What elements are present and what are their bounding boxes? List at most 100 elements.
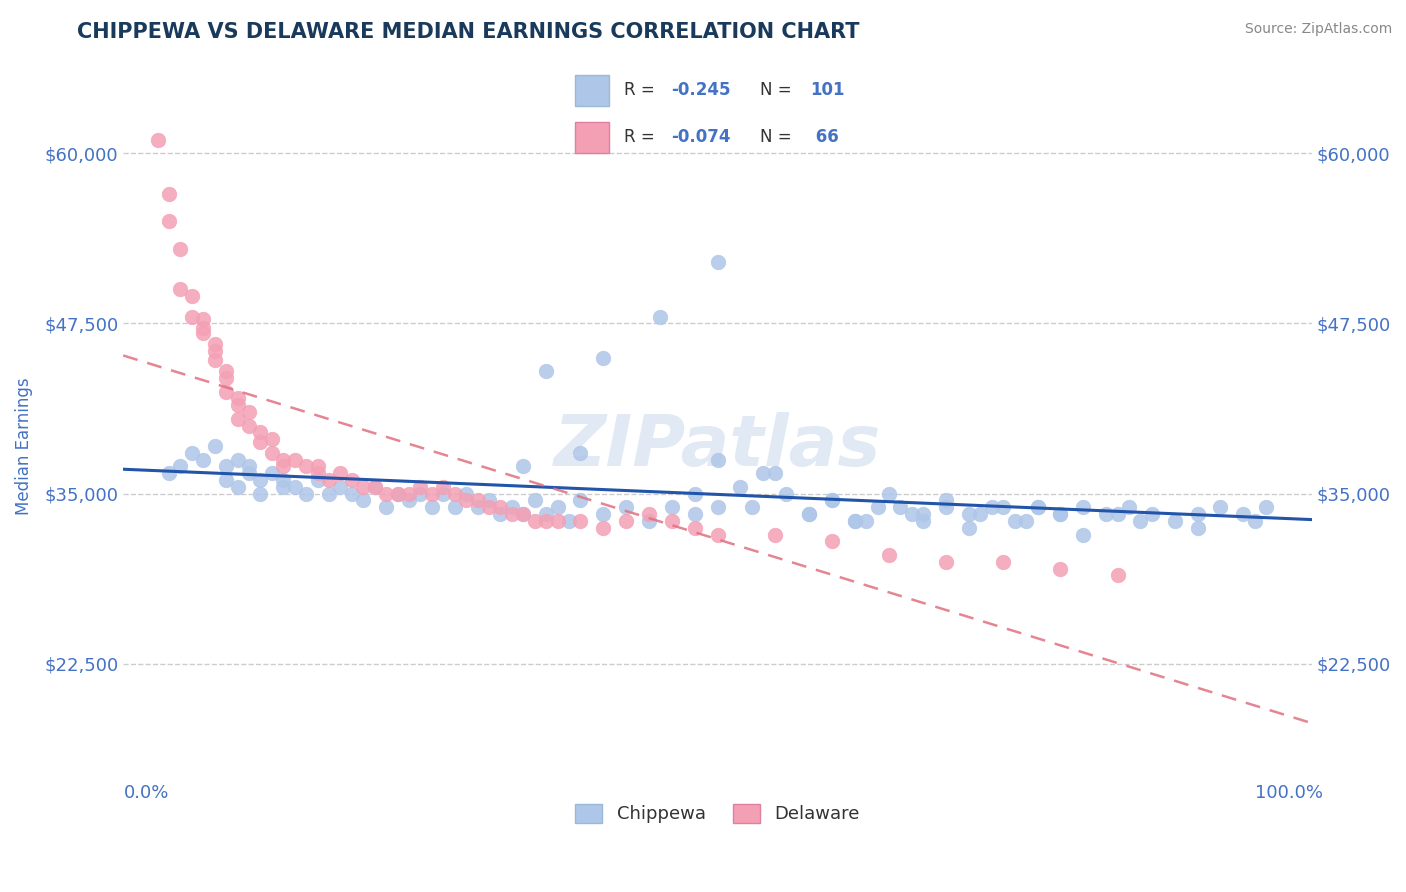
Point <box>204 343 226 358</box>
Point <box>204 337 226 351</box>
Point <box>215 473 238 487</box>
Point <box>706 527 728 541</box>
Point <box>456 486 478 500</box>
Point <box>957 521 980 535</box>
Point <box>569 446 592 460</box>
Point <box>1129 514 1152 528</box>
Point <box>193 312 215 326</box>
Point <box>877 548 900 562</box>
Point <box>512 507 534 521</box>
Point <box>409 486 432 500</box>
Point <box>844 514 866 528</box>
Point <box>1095 507 1118 521</box>
Point <box>706 452 728 467</box>
Point <box>478 500 501 515</box>
Point <box>569 493 592 508</box>
Point <box>730 480 752 494</box>
Point <box>169 282 191 296</box>
Point <box>180 289 202 303</box>
Point <box>912 514 935 528</box>
Point <box>478 493 501 508</box>
Point <box>969 507 991 521</box>
Point <box>387 486 409 500</box>
Point <box>204 439 226 453</box>
Point <box>752 467 775 481</box>
Point <box>249 473 271 487</box>
Point <box>226 398 249 412</box>
Point <box>146 133 169 147</box>
Point <box>1164 514 1187 528</box>
Point <box>295 486 318 500</box>
Point <box>363 480 385 494</box>
Point <box>1107 507 1129 521</box>
Text: 101: 101 <box>810 81 845 99</box>
FancyBboxPatch shape <box>575 75 609 105</box>
Point <box>307 467 329 481</box>
Point <box>375 500 398 515</box>
Point <box>204 353 226 368</box>
Text: R =: R = <box>624 128 661 146</box>
Point <box>683 521 706 535</box>
Point <box>271 452 294 467</box>
Point <box>271 480 294 494</box>
Point <box>249 434 271 449</box>
Point <box>443 500 465 515</box>
Point <box>683 507 706 521</box>
Point <box>467 500 489 515</box>
Point <box>501 507 523 521</box>
Text: Source: ZipAtlas.com: Source: ZipAtlas.com <box>1244 22 1392 37</box>
Point <box>467 493 489 508</box>
Point <box>271 459 294 474</box>
Point <box>534 507 557 521</box>
Point <box>456 493 478 508</box>
Point <box>215 384 238 399</box>
Point <box>614 500 637 515</box>
Y-axis label: Median Earnings: Median Earnings <box>15 377 32 515</box>
Point <box>432 480 454 494</box>
Point <box>558 514 581 528</box>
Point <box>238 467 260 481</box>
Point <box>614 514 637 528</box>
Point <box>821 493 844 508</box>
Text: N =: N = <box>761 81 797 99</box>
Point <box>512 507 534 521</box>
Point <box>763 467 786 481</box>
Point <box>1107 568 1129 582</box>
Point <box>226 452 249 467</box>
Point <box>547 500 569 515</box>
Point <box>534 364 557 378</box>
Point <box>980 500 1002 515</box>
Point <box>340 473 363 487</box>
Point <box>295 459 318 474</box>
Point <box>1140 507 1163 521</box>
Point <box>329 480 352 494</box>
Text: N =: N = <box>761 128 797 146</box>
Point <box>238 459 260 474</box>
Text: CHIPPEWA VS DELAWARE MEDIAN EARNINGS CORRELATION CHART: CHIPPEWA VS DELAWARE MEDIAN EARNINGS COR… <box>77 22 860 42</box>
Point <box>1232 507 1254 521</box>
Point <box>1071 500 1094 515</box>
Point <box>797 507 820 521</box>
Legend: Chippewa, Delaware: Chippewa, Delaware <box>568 797 868 830</box>
Point <box>638 507 661 521</box>
Point <box>569 514 592 528</box>
Point <box>661 514 683 528</box>
Point <box>1209 500 1232 515</box>
Point <box>398 493 420 508</box>
Point <box>420 500 443 515</box>
Point <box>215 371 238 385</box>
Point <box>706 255 728 269</box>
Point <box>592 521 614 535</box>
Point <box>420 486 443 500</box>
Point <box>443 486 465 500</box>
Point <box>523 514 546 528</box>
Point <box>741 500 763 515</box>
Point <box>912 507 935 521</box>
Point <box>1243 514 1265 528</box>
Point <box>877 486 900 500</box>
Point <box>284 452 307 467</box>
Point <box>592 351 614 365</box>
Point <box>935 555 957 569</box>
Point <box>260 446 283 460</box>
Point <box>193 452 215 467</box>
